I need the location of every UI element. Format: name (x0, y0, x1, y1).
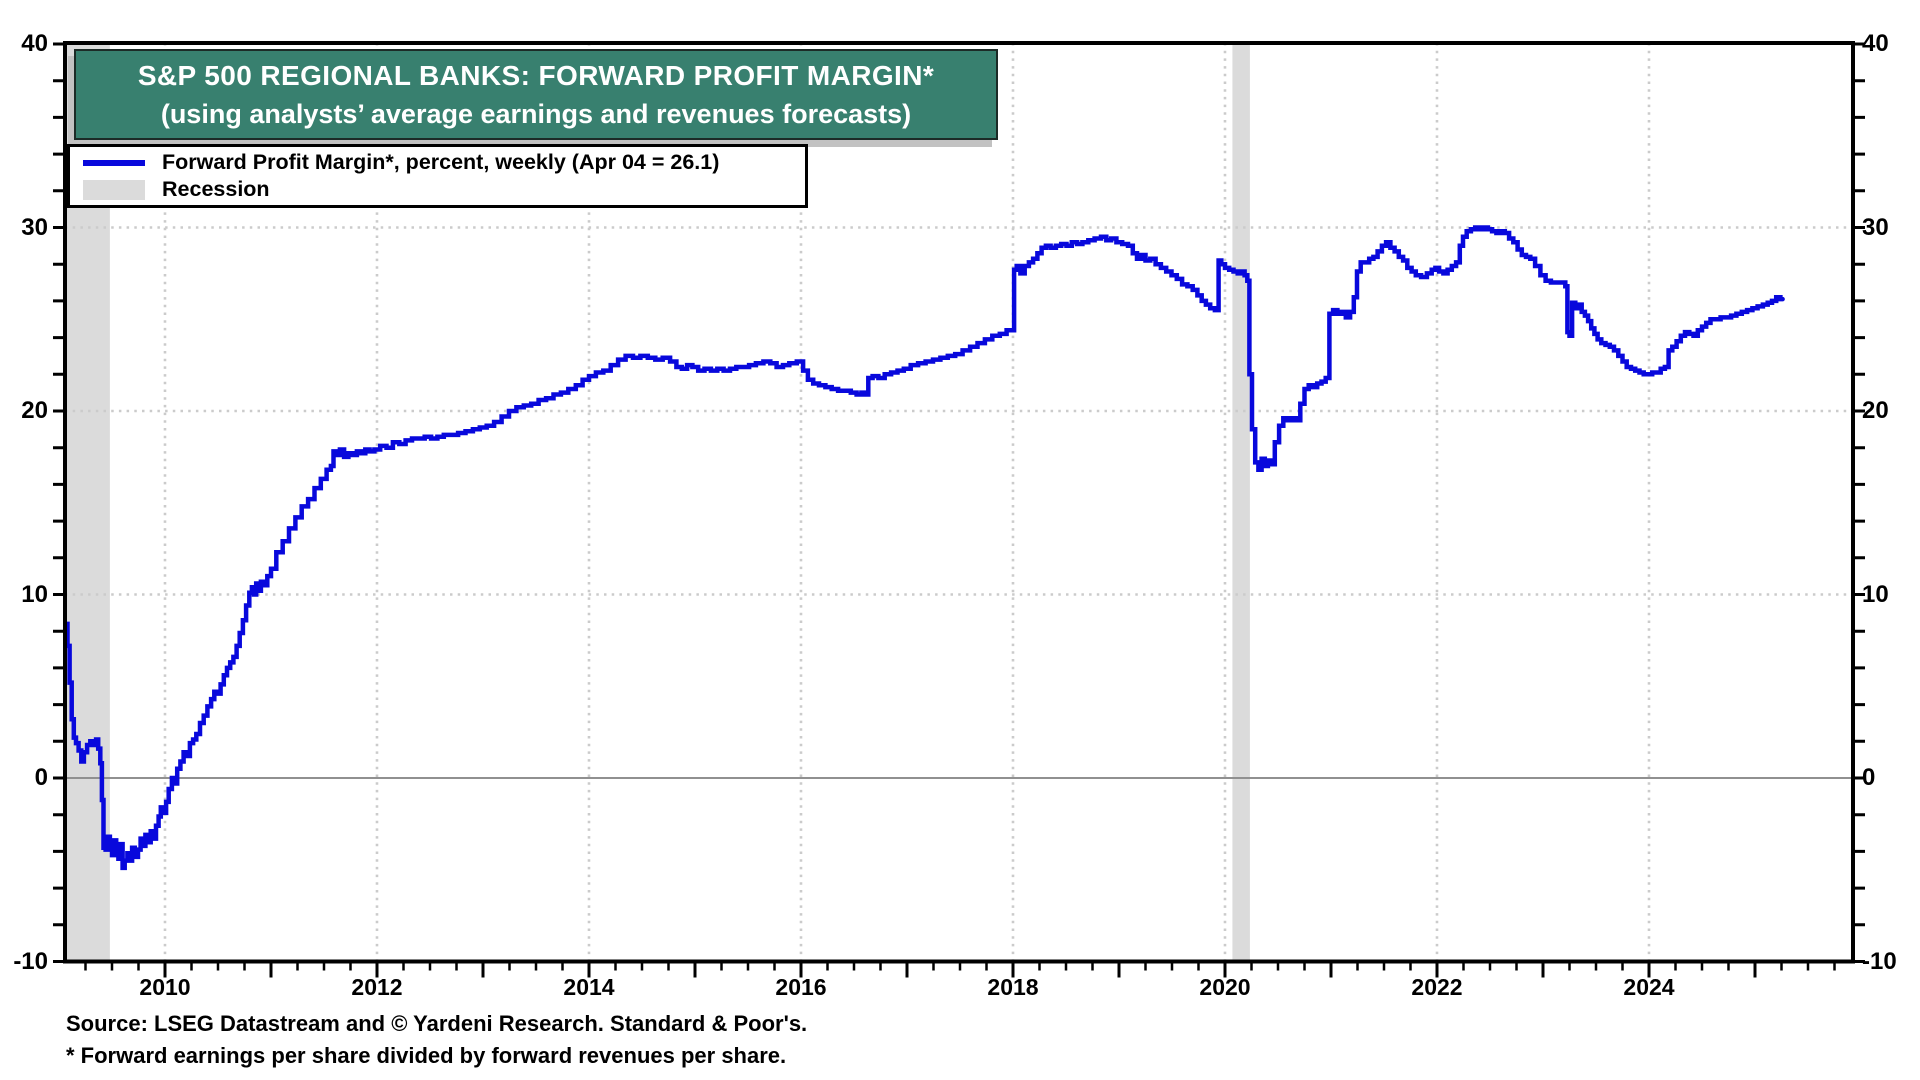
y-axis-label-left: -10 (13, 947, 48, 975)
chart-title-box: S&P 500 REGIONAL BANKS: FORWARD PROFIT M… (74, 49, 998, 140)
x-axis-label: 2014 (563, 974, 615, 1000)
recession-swatch (83, 179, 145, 200)
recession-legend-label: Recession (162, 177, 270, 201)
y-axis-label-right: 0 (1862, 764, 1876, 791)
x-axis-label: 2022 (1411, 974, 1463, 1000)
y-axis-label-right: 10 (1862, 580, 1889, 608)
chart-title: S&P 500 REGIONAL BANKS: FORWARD PROFIT M… (137, 59, 935, 91)
y-axis-label-right: -10 (1862, 947, 1897, 975)
x-axis-label: 2010 (139, 974, 191, 1000)
x-axis-label: 2024 (1623, 974, 1675, 1000)
legend-row-recession: Recession (83, 176, 805, 203)
x-axis-major-ticks (163, 961, 1757, 978)
x-axis-label: 2016 (775, 974, 827, 1000)
forward-profit-margin-line (63, 225, 1785, 871)
y-axis-label-left: 20 (21, 397, 48, 424)
x-axis-label: 2020 (1199, 974, 1251, 1000)
y-axis-label-left: 40 (21, 30, 48, 57)
y-axis-label-right: 40 (1862, 30, 1889, 57)
legend-row-series: Forward Profit Margin*, percent, weekly … (83, 149, 805, 176)
series-line-swatch (83, 159, 145, 166)
series-legend-label: Forward Profit Margin*, percent, weekly … (162, 150, 720, 174)
y-axis-label-left: 10 (21, 580, 48, 608)
y-axis-label-left: 30 (21, 213, 48, 241)
plot-border (63, 41, 1855, 964)
y-axis-label-left: 0 (34, 764, 48, 791)
chart-subtitle: (using analysts’ average earnings and re… (160, 98, 912, 129)
y-axis-label-right: 20 (1862, 397, 1889, 424)
x-axis-label: 2012 (351, 974, 403, 1000)
y-axis-ticks (53, 42, 1865, 963)
x-axis-label: 2018 (987, 974, 1039, 1000)
source-note: Source: LSEG Datastream and © Yardeni Re… (66, 1011, 808, 1036)
recession-band (1232, 45, 1250, 960)
y-axis-label-right: 30 (1862, 213, 1889, 241)
footnote: * Forward earnings per share divided by … (66, 1043, 787, 1068)
x-axis-minor-ticks (84, 961, 1836, 971)
legend-box: Forward Profit Margin*, percent, weekly … (67, 144, 808, 208)
